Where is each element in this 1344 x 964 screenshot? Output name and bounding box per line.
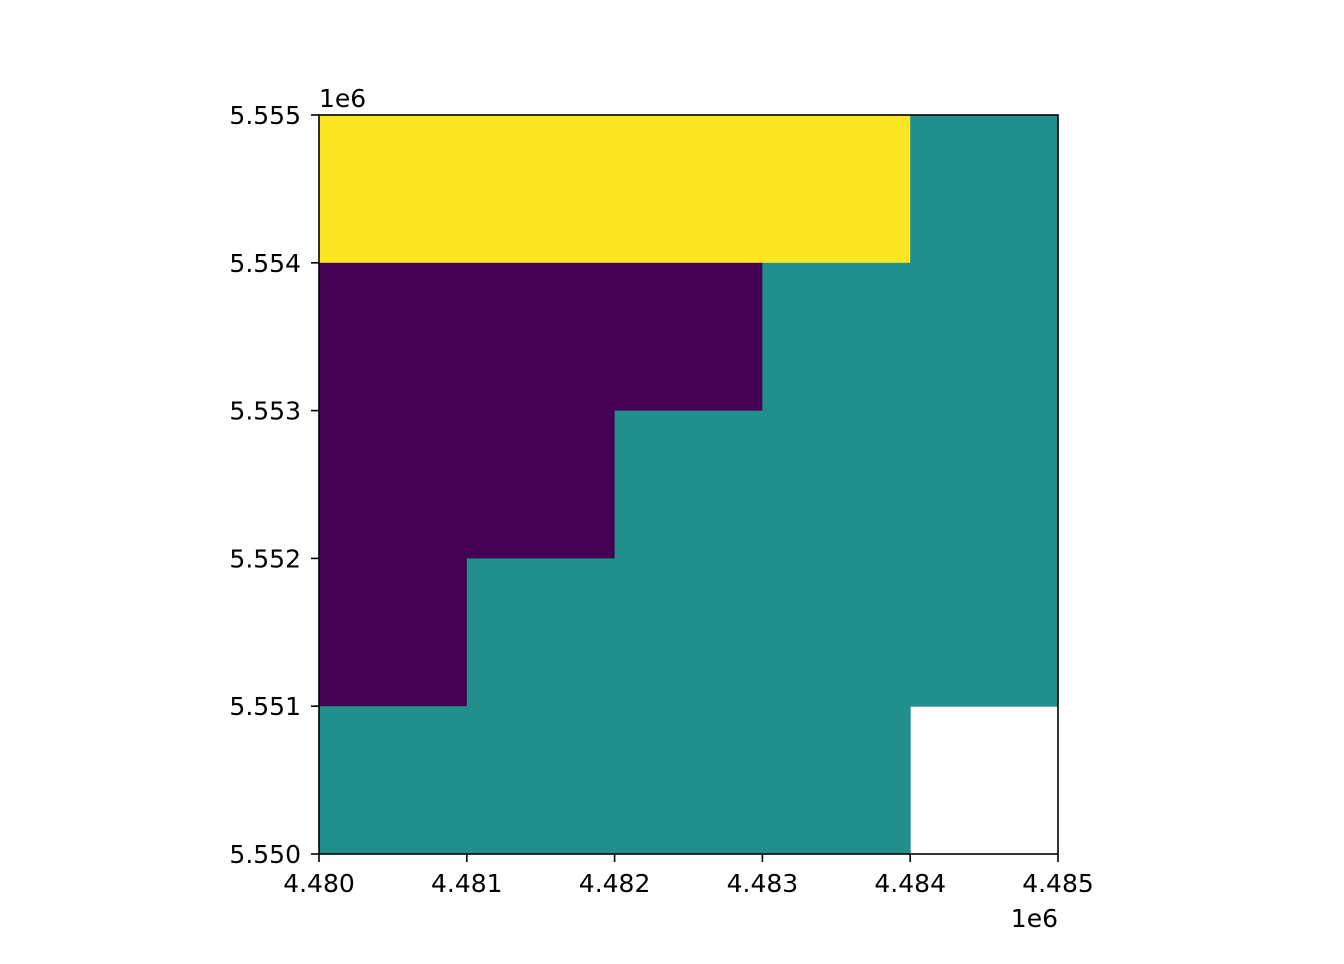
heatmap-cell-r3-c3 bbox=[762, 558, 911, 707]
x-tick-label: 4.485 bbox=[1022, 869, 1094, 898]
heatmap-cell-r4-c1 bbox=[466, 706, 616, 855]
heatmap-cell-r3-c4 bbox=[910, 558, 1059, 707]
heatmap-cell-r2-c1 bbox=[466, 410, 616, 559]
heatmap-cell-r4-c2 bbox=[614, 706, 763, 855]
x-tick-label: 4.483 bbox=[727, 869, 799, 898]
heatmap-cell-r1-c0 bbox=[319, 262, 468, 412]
heatmap-cell-r1-c2 bbox=[614, 262, 763, 412]
x-tick-label: 4.482 bbox=[579, 869, 651, 898]
heatmap-cell-r0-c3 bbox=[762, 115, 911, 264]
heatmap-cell-r2-c3 bbox=[762, 410, 911, 559]
y-axis-offset-label: 1e6 bbox=[319, 84, 366, 113]
x-axis-ticks: 4.480 4.481 4.482 4.483 4.484 4.485 bbox=[283, 854, 1094, 898]
y-tick-label: 5.552 bbox=[229, 544, 301, 573]
x-tick-label: 4.480 bbox=[283, 869, 355, 898]
heatmap-cell-r3-c2 bbox=[614, 558, 763, 707]
x-tick-label: 4.481 bbox=[431, 869, 503, 898]
heatmap-cell-r4-c3 bbox=[762, 706, 911, 855]
heatmap-cell-r0-c1 bbox=[466, 115, 616, 264]
y-axis-ticks: 5.550 5.551 5.552 5.553 5.554 5.555 bbox=[229, 101, 319, 869]
heatmap-cell-r2-c0 bbox=[319, 410, 468, 559]
heatmap-cell-r0-c2 bbox=[614, 115, 763, 264]
axes-frame bbox=[318, 114, 1059, 855]
y-tick-label: 5.553 bbox=[229, 397, 301, 426]
heatmap-cell-r1-c1 bbox=[466, 262, 616, 412]
x-tick-label: 4.484 bbox=[874, 869, 946, 898]
x-axis-offset-label: 1e6 bbox=[1011, 904, 1058, 933]
heatmap-cell-r1-c4 bbox=[910, 262, 1059, 412]
y-tick-label: 5.550 bbox=[229, 840, 301, 869]
heatmap-cell-r3-c1 bbox=[466, 558, 616, 707]
heatmap-cell-r1-c3 bbox=[762, 262, 911, 412]
y-tick-label: 5.551 bbox=[229, 692, 301, 721]
heatmap-cell-r3-c0 bbox=[319, 558, 468, 707]
y-tick-label: 5.554 bbox=[229, 249, 301, 278]
heatmap-cells bbox=[319, 115, 1059, 855]
heatmap-cell-r0-c4 bbox=[910, 115, 1059, 264]
heatmap-cell-r4-c0 bbox=[319, 706, 468, 855]
heatmap-cell-r2-c4 bbox=[910, 410, 1059, 559]
heatmap-cell-r2-c2 bbox=[614, 410, 763, 559]
heatmap-cell-r0-c0 bbox=[319, 115, 468, 264]
y-tick-label: 5.555 bbox=[229, 101, 301, 130]
